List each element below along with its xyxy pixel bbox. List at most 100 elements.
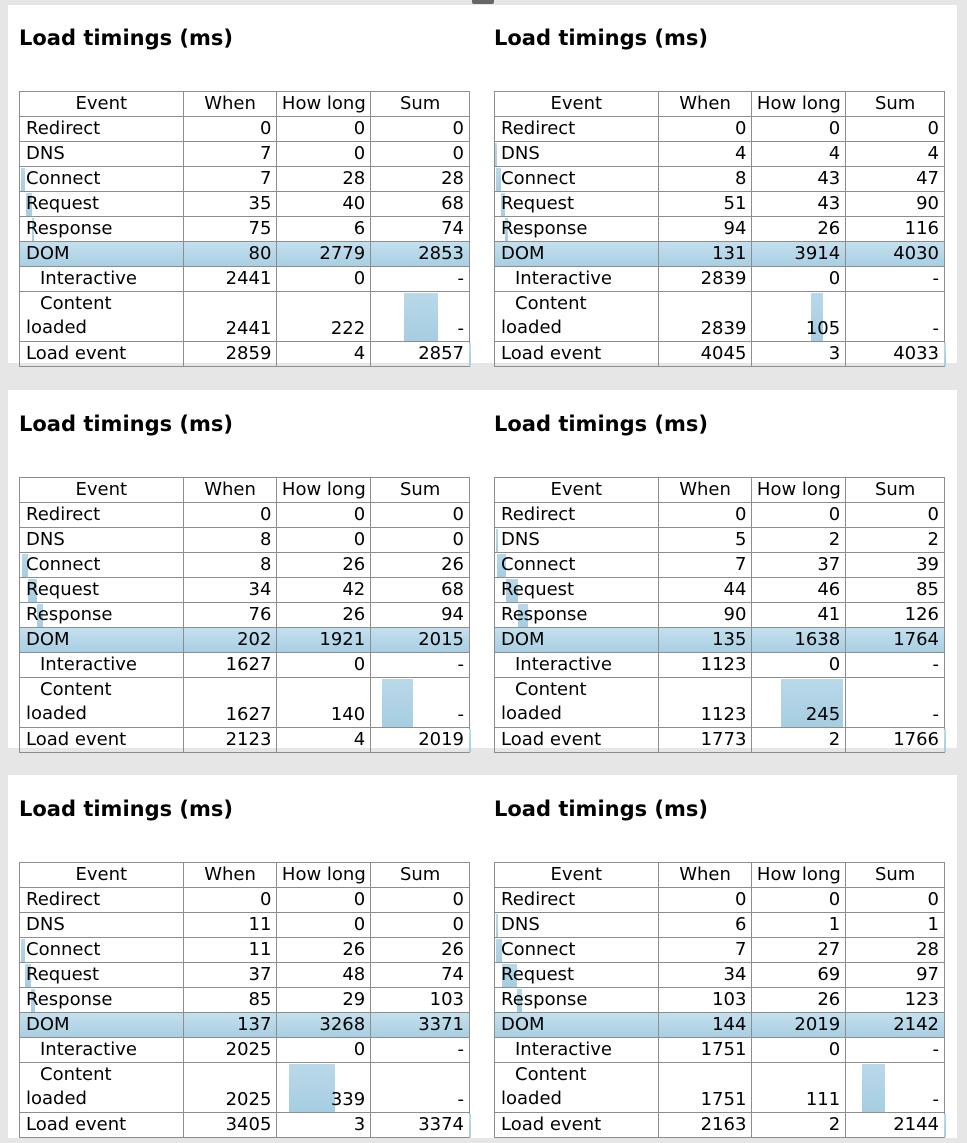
cell-event: Content loaded [20,678,184,728]
cell-when: 85 [183,988,278,1013]
cell-value: 2859 [225,343,272,364]
cell-value: 26 [441,554,464,575]
cell-event: Response [495,217,659,242]
cell-value: 1773 [700,729,747,750]
event-label: Interactive [40,1039,137,1060]
cell-when: 6 [658,913,753,938]
column-header-sum: Sum [371,92,471,117]
cell-value: 97 [916,964,939,985]
event-label: Response [501,989,588,1010]
cell-value: 1627 [225,704,272,725]
cell-value: 4 [353,343,366,364]
cell-value: 4 [927,143,939,164]
cell-sum: 0 [371,142,470,167]
cell-how-long: 0 [277,117,372,142]
cell-value: 0 [353,654,366,675]
cell-when: 75 [183,217,278,242]
cell-value: 2015 [418,629,464,650]
cell-sum: 85 [846,578,945,603]
timing-bar [506,579,518,602]
cell-value: 74 [441,218,464,239]
event-label-line1: Content [40,679,112,700]
event-label: Connect [26,168,101,189]
cell-when: 2839 [658,292,753,342]
cell-value: 7 [259,143,272,164]
cell-sum: 2019 [371,728,470,753]
cell-how-long: 4 [752,142,847,167]
cell-value: 0 [452,889,464,910]
cell-value: 0 [828,118,841,139]
table-row: DOM 144 2019 2142 [495,1013,945,1038]
table-row: Content loaded 2839 105 - [495,292,945,342]
table-row: Redirect 0 0 0 [20,888,470,913]
cell-event: DNS [20,913,184,938]
table-row: Request 44 46 85 [495,578,945,603]
cell-event: Interactive [495,267,659,292]
cell-when: 44 [658,578,753,603]
table-row: Connect 7 28 28 [20,167,470,192]
event-label: Request [26,193,100,214]
panel-title: Load timings (ms) [494,412,709,436]
cell-value: 1751 [700,1039,747,1060]
cell-value: 46 [817,579,841,600]
timing-bar [780,679,843,727]
cell-sum: - [846,653,945,678]
cell-sum: 28 [846,938,945,963]
event-label: Redirect [26,118,101,139]
cell-sum: 4 [846,142,945,167]
cell-value: - [457,268,465,289]
timing-bar [944,343,946,366]
cell-event: Request [495,963,659,988]
cell-sum: 26 [371,938,470,963]
cell-value: 1 [828,914,841,935]
table-row: Connect 7 37 39 [495,553,945,578]
cell-how-long: 0 [277,528,372,553]
table-row: DNS 8 0 0 [20,528,470,553]
cell-value: 6 [734,914,747,935]
table-row: DOM 131 3914 4030 [495,242,945,267]
cell-event: DNS [20,528,184,553]
cell-when: 0 [183,117,278,142]
drag-handle[interactable] [472,0,494,4]
cell-how-long: 2 [752,1113,847,1138]
cell-how-long: 40 [277,192,372,217]
cell-sum: 2015 [371,628,470,653]
cell-value: 144 [712,1014,747,1035]
event-label: Load event [26,729,127,750]
column-header-how-long: How long [277,92,372,117]
column-header-sum: Sum [371,478,471,503]
event-label: Interactive [40,654,137,675]
event-label: Request [501,964,575,985]
cell-value: - [457,654,465,675]
table-row: Content loaded 1123 245 - [495,678,945,728]
cell-when: 90 [658,603,753,628]
cell-event: Load event [20,1113,184,1138]
column-header-event: Event [495,863,659,888]
cell-value: 2 [828,529,841,550]
table-row: Response 103 26 123 [495,988,945,1013]
event-label-line1: Content [515,1064,587,1085]
cell-how-long: 0 [752,117,847,142]
timing-bar [21,168,26,191]
cell-value: 3 [828,343,841,364]
cell-value: 28 [916,939,939,960]
table-row: Interactive 1627 0 - [20,653,470,678]
cell-when: 0 [658,117,753,142]
cell-how-long: 140 [277,678,372,728]
cell-sum: 97 [846,963,945,988]
table-header-row: Event When How long Sum [495,92,946,117]
column-header-event: Event [495,92,659,117]
timing-bar [36,604,43,627]
cell-value: - [457,1089,465,1110]
column-header-when: When [658,478,753,503]
cell-value: - [457,704,465,725]
cell-event: DOM [495,628,659,653]
cell-value: 0 [452,118,464,139]
cell-when: 8 [183,528,278,553]
event-label: Connect [26,554,101,575]
cell-value: 4033 [893,343,939,364]
event-label: Redirect [501,504,576,525]
cell-when: 1123 [658,678,753,728]
table-row: Request 37 48 74 [20,963,470,988]
cell-value: 2123 [225,729,272,750]
